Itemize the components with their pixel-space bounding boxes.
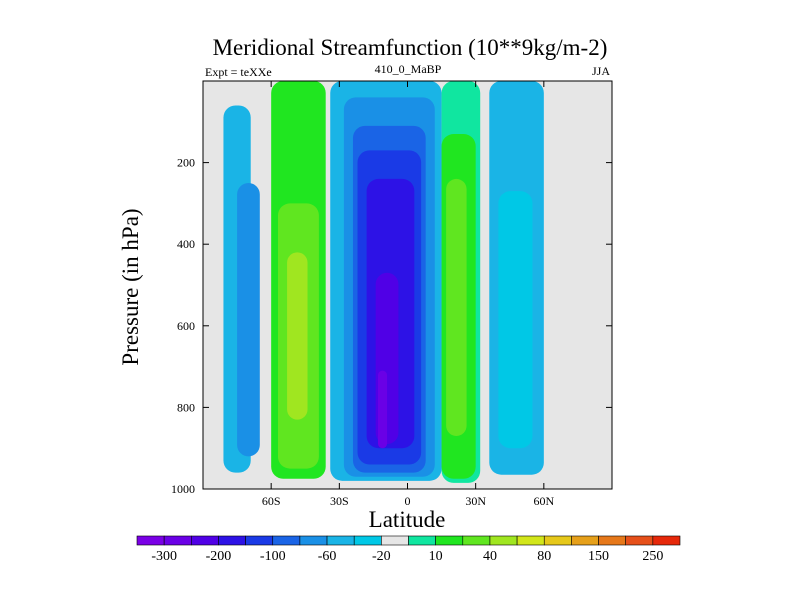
colorbar-swatch — [299, 535, 328, 546]
colorbar-swatch — [163, 535, 192, 546]
colorbar-swatch — [571, 535, 599, 546]
colorbar-label: 250 — [642, 549, 663, 564]
colorbar-swatch — [245, 535, 274, 546]
contour-region — [498, 191, 533, 449]
colorbar-swatch — [353, 535, 382, 546]
colorbar-swatch — [272, 535, 301, 546]
contour-region — [237, 183, 260, 457]
colorbar-swatch — [435, 535, 464, 546]
experiment-label: Expt = teXXe — [205, 65, 272, 79]
y-tick-label: 800 — [177, 400, 195, 414]
x-tick-label: 0 — [405, 494, 411, 508]
colorbar: -300 -200 -100 -60 -20 10 40 80 150 250 — [136, 535, 681, 564]
x-axis-label: Latitude — [369, 507, 446, 532]
colorbar-swatch — [652, 535, 681, 546]
colorbar-swatch — [218, 535, 246, 546]
period-label: 410_0_MaBP — [375, 62, 442, 76]
colorbar-swatch — [381, 535, 409, 546]
colorbar-label: 40 — [483, 549, 497, 564]
contour-region — [287, 252, 308, 420]
colorbar-swatch — [136, 535, 165, 546]
colorbar-swatch — [408, 535, 436, 546]
x-tick-label: 30S — [330, 494, 349, 508]
contour-region — [377, 370, 388, 449]
contour-fills — [223, 81, 544, 483]
axis-ticks: 60S 30S 0 30N 60N 200 400 600 800 1000 — [171, 81, 612, 508]
colorbar-swatch — [462, 535, 491, 546]
season-label: JJA — [592, 64, 610, 78]
colorbar-swatch — [516, 535, 545, 546]
y-tick-label: 400 — [177, 237, 195, 251]
colorbar-label: -20 — [372, 549, 391, 564]
colorbar-label: -100 — [260, 549, 286, 564]
y-tick-label: 200 — [177, 156, 195, 170]
colorbar-label: -200 — [206, 549, 232, 564]
y-axis-label: Pressure (in hPa) — [118, 208, 143, 365]
colorbar-swatch — [191, 535, 219, 546]
colorbar-swatch — [625, 535, 654, 546]
colorbar-label: -300 — [151, 549, 177, 564]
colorbar-swatch — [543, 535, 572, 546]
colorbar-swatch — [598, 535, 626, 546]
x-tick-label: 60S — [262, 494, 281, 508]
x-tick-label: 30N — [465, 494, 486, 508]
colorbar-label: 80 — [537, 549, 551, 564]
colorbar-swatch — [326, 535, 355, 546]
chart-title: Meridional Streamfunction (10**9kg/m-2) — [213, 35, 608, 60]
colorbar-label: 150 — [588, 549, 609, 564]
colorbar-label: 10 — [429, 549, 443, 564]
colorbar-swatch — [489, 535, 518, 546]
contour-region — [446, 178, 467, 436]
colorbar-label: -60 — [318, 549, 337, 564]
y-tick-label: 1000 — [171, 482, 195, 496]
x-tick-label: 60N — [533, 494, 554, 508]
y-tick-label: 600 — [177, 319, 195, 333]
